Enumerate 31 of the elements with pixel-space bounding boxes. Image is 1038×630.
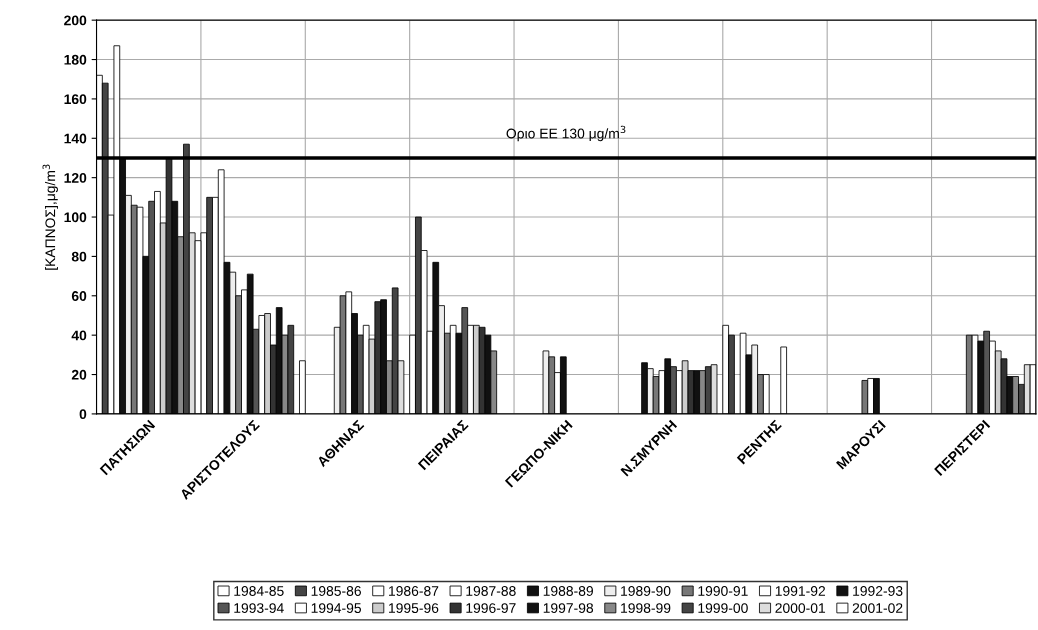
legend-label: 1997-98: [543, 603, 594, 613]
legend-label: 1989-90: [621, 586, 671, 596]
legend-label: 1996-97: [466, 603, 516, 613]
legend-label: 1988-89: [543, 586, 593, 596]
y-tick-label: 160: [64, 94, 87, 105]
y-tick-label: 80: [71, 251, 87, 262]
legend-label: 2000-01: [775, 603, 826, 613]
y-tick-label: 0: [79, 409, 87, 420]
legend-label: 1985-86: [311, 586, 361, 596]
legend-label: 1984-85: [234, 586, 284, 596]
legend-label: 1995-96: [389, 603, 439, 613]
y-tick-label: 20: [71, 369, 87, 380]
legend-label: 1991-92: [775, 586, 826, 596]
ref-line-label: Οριο ΕΕ 130 μg/m$^{3}$: [506, 125, 626, 142]
y-tick-label: 40: [71, 330, 87, 341]
legend-label: 2001-02: [852, 603, 903, 613]
y-tick-label: 180: [64, 54, 87, 65]
y-axis-title: [ΚΑΠΝΟΣ],μg/m$^{3}$: [42, 164, 58, 270]
legend-label: 1990-91: [698, 586, 748, 596]
legend-label: 1993-94: [234, 603, 284, 613]
legend-label: 1994-95: [311, 603, 361, 613]
legend-label: 1986-87: [389, 586, 439, 596]
y-tick-label: 200: [64, 15, 87, 26]
y-tick-label: 100: [64, 212, 87, 223]
legend-label: 1999-00: [698, 603, 748, 613]
y-tick-label: 120: [64, 172, 87, 183]
y-tick-label: 140: [64, 133, 87, 144]
legend-label: 1992-93: [853, 586, 903, 596]
y-tick-label: 60: [71, 291, 87, 301]
legend-label: 1987-88: [466, 586, 516, 596]
legend-label: 1998-99: [621, 603, 671, 613]
